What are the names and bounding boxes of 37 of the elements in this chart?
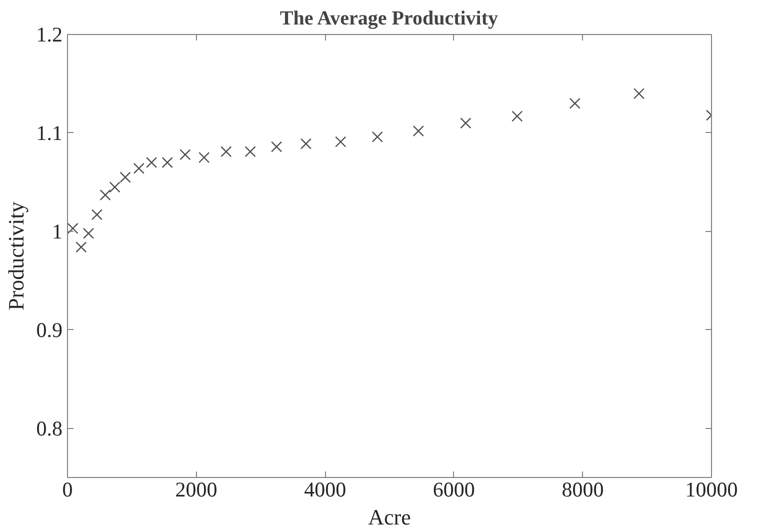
y-tick-label: 1.2 bbox=[36, 22, 62, 46]
point bbox=[82, 228, 94, 239]
point bbox=[220, 146, 232, 158]
point bbox=[372, 131, 383, 142]
y-tick-label: 0.8 bbox=[36, 416, 62, 440]
point bbox=[270, 141, 282, 152]
y-tick-label: 0.9 bbox=[36, 318, 62, 342]
point bbox=[109, 182, 120, 193]
x-tick-label: 0 bbox=[62, 478, 73, 502]
point bbox=[244, 146, 256, 158]
chart-title: The Average Productivity bbox=[280, 8, 498, 30]
y-axis-title: Productivity bbox=[3, 202, 28, 310]
x-tick-label: 2000 bbox=[175, 478, 218, 502]
x-tick-label: 8000 bbox=[562, 478, 604, 502]
x-tick-label: 4000 bbox=[304, 478, 346, 502]
point bbox=[76, 242, 87, 253]
point bbox=[68, 222, 78, 234]
point bbox=[460, 118, 472, 129]
x-tick-label: 6000 bbox=[432, 478, 475, 502]
x-tick-label: 10000 bbox=[685, 478, 738, 502]
point bbox=[133, 162, 144, 174]
point bbox=[162, 156, 173, 168]
y-tick-label: 1 bbox=[52, 219, 62, 244]
point bbox=[412, 125, 424, 137]
point bbox=[198, 152, 210, 164]
point bbox=[120, 172, 131, 183]
point bbox=[569, 98, 580, 109]
point bbox=[300, 138, 312, 150]
point bbox=[335, 136, 346, 148]
point bbox=[512, 110, 523, 122]
point bbox=[146, 156, 158, 168]
point bbox=[180, 149, 191, 160]
point bbox=[91, 209, 102, 220]
point bbox=[633, 88, 645, 100]
y-tick-label: 1.1 bbox=[36, 120, 62, 145]
point bbox=[100, 189, 111, 201]
x-axis-title: Acre bbox=[368, 504, 411, 530]
